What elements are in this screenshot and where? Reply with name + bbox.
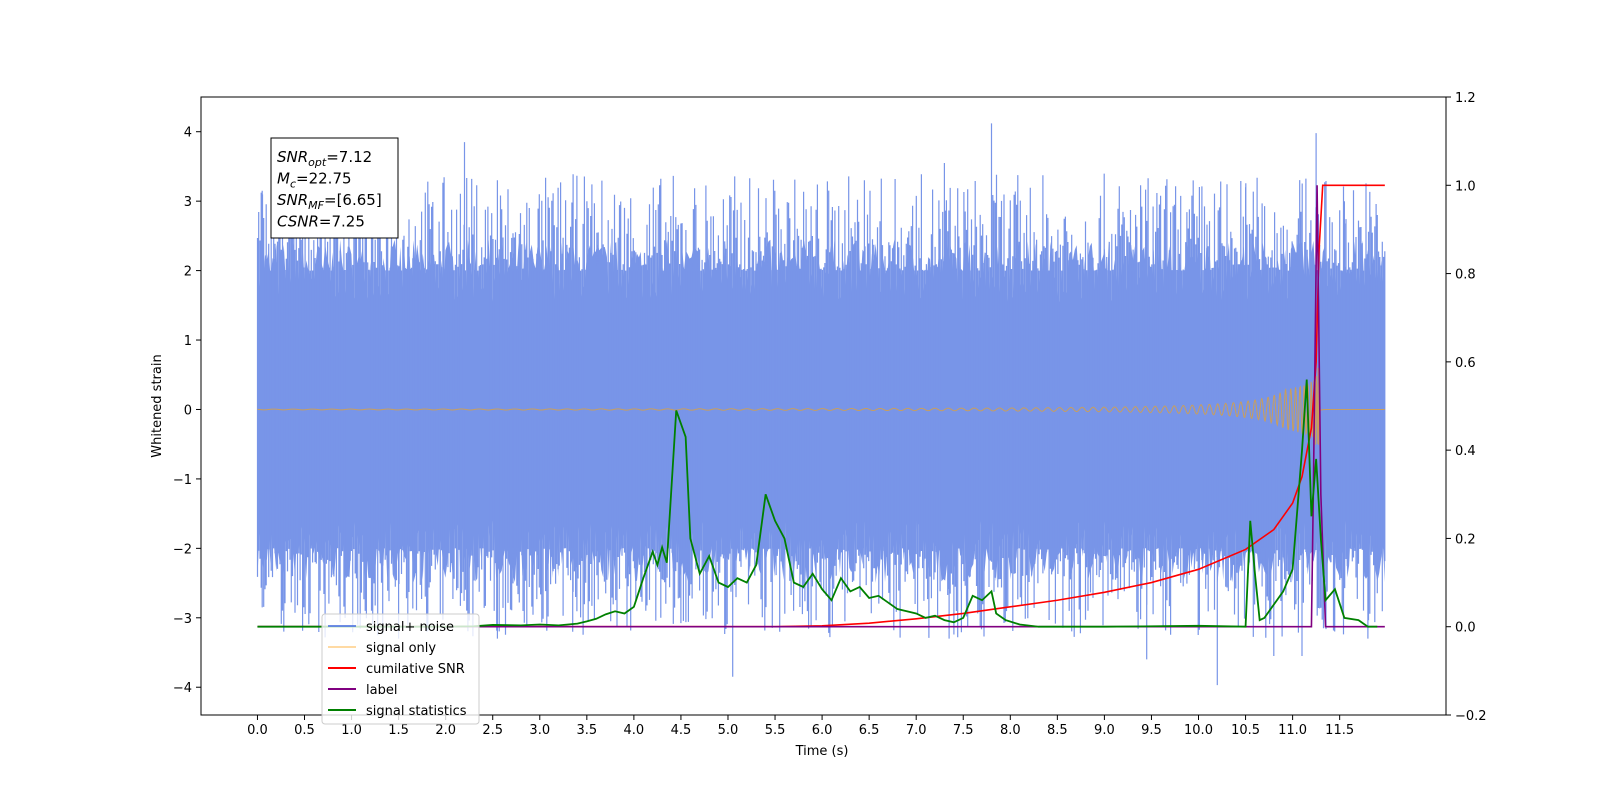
series-signal-statistics [257, 379, 1378, 628]
legend-label: signal statistics [366, 704, 467, 719]
x-tick-label: 2.5 [482, 723, 503, 738]
y-tick-label: −3 [173, 612, 192, 627]
y-tick-label: 2 [184, 265, 192, 280]
x-tick-label: 10.5 [1231, 723, 1260, 738]
legend-label: signal only [366, 641, 436, 656]
y2-tick-label: 1.0 [1455, 179, 1476, 194]
plot-area [256, 123, 1386, 686]
legend: signal+ noise signal only cumilative SNR la… [321, 613, 480, 725]
y-tick-label: 1 [184, 334, 192, 349]
annotation-frame [270, 137, 399, 239]
annotation-line: Mc=22.75 [277, 170, 352, 191]
x-tick-label: 11.0 [1278, 723, 1307, 738]
series-label [257, 185, 1385, 628]
x-tick-label: 4.5 [671, 723, 692, 738]
y-tick-label: −4 [173, 681, 192, 696]
x-axis: 0.0 0.5 1.0 1.5 2.0 2.5 3.0 3.5 4.0 4.5 5.0 5.5 6.0 6… [247, 715, 1354, 738]
annotation-line: SNRopt=7.12 [277, 148, 372, 169]
x-tick-label: 3.0 [529, 723, 550, 738]
plot-frame [200, 96, 1447, 716]
x-tick-label: 0.5 [294, 723, 315, 738]
y2-tick-label: 0.6 [1455, 356, 1476, 371]
x-tick-label: 5.0 [718, 723, 739, 738]
x-tick-label: 6.0 [812, 723, 833, 738]
y-tick-label: 4 [184, 126, 192, 141]
y-tick-label: −1 [173, 473, 192, 488]
y-axis-left: 4 3 2 1 0 −1 −2 −3 −4 [173, 126, 201, 696]
x-tick-label: 8.5 [1047, 723, 1068, 738]
y-tick-label: 3 [184, 195, 192, 210]
y2-tick-label: 1.2 [1455, 91, 1476, 106]
x-tick-label: 1.5 [388, 723, 409, 738]
x-tick-label: 8.0 [1000, 723, 1021, 738]
annotation-line: SNRMF=[6.65] [277, 191, 382, 212]
y2-tick-label: −0.2 [1455, 709, 1487, 724]
x-tick-label: 6.5 [859, 723, 880, 738]
series-signal-only [257, 367, 1385, 445]
x-tick-label: 10.0 [1184, 723, 1213, 738]
x-tick-label: 9.0 [1094, 723, 1115, 738]
x-tick-label: 2.0 [435, 723, 456, 738]
x-tick-label: 0.0 [247, 723, 268, 738]
x-tick-label: 5.5 [765, 723, 786, 738]
x-tick-label: 9.5 [1141, 723, 1162, 738]
y2-tick-label: 0.2 [1455, 532, 1476, 547]
legend-label: cumilative SNR [366, 662, 465, 677]
legend-label: label [366, 683, 397, 698]
y-tick-label: −2 [173, 542, 192, 557]
legend-label: signal+ noise [366, 620, 454, 635]
x-tick-label: 4.0 [624, 723, 645, 738]
y2-tick-label: 0.4 [1455, 444, 1476, 459]
y-axis-label: Whitened strain [150, 354, 165, 457]
annotation-line: CSNR=7.25 [277, 213, 365, 231]
x-axis-label: Time (s) [795, 744, 849, 759]
y2-tick-label: 0.0 [1455, 621, 1476, 636]
y2-tick-label: 0.8 [1455, 268, 1476, 283]
x-tick-label: 7.5 [953, 723, 974, 738]
y-tick-label: 0 [184, 403, 192, 418]
x-tick-label: 3.5 [576, 723, 597, 738]
x-tick-label: 7.0 [906, 723, 927, 738]
x-tick-label: 1.0 [341, 723, 362, 738]
y-axis-right: 1.2 1.0 0.8 0.6 0.4 0.2 0.0 −0.2 [1446, 91, 1487, 724]
legend-frame [321, 613, 480, 725]
x-tick-label: 11.5 [1325, 723, 1354, 738]
